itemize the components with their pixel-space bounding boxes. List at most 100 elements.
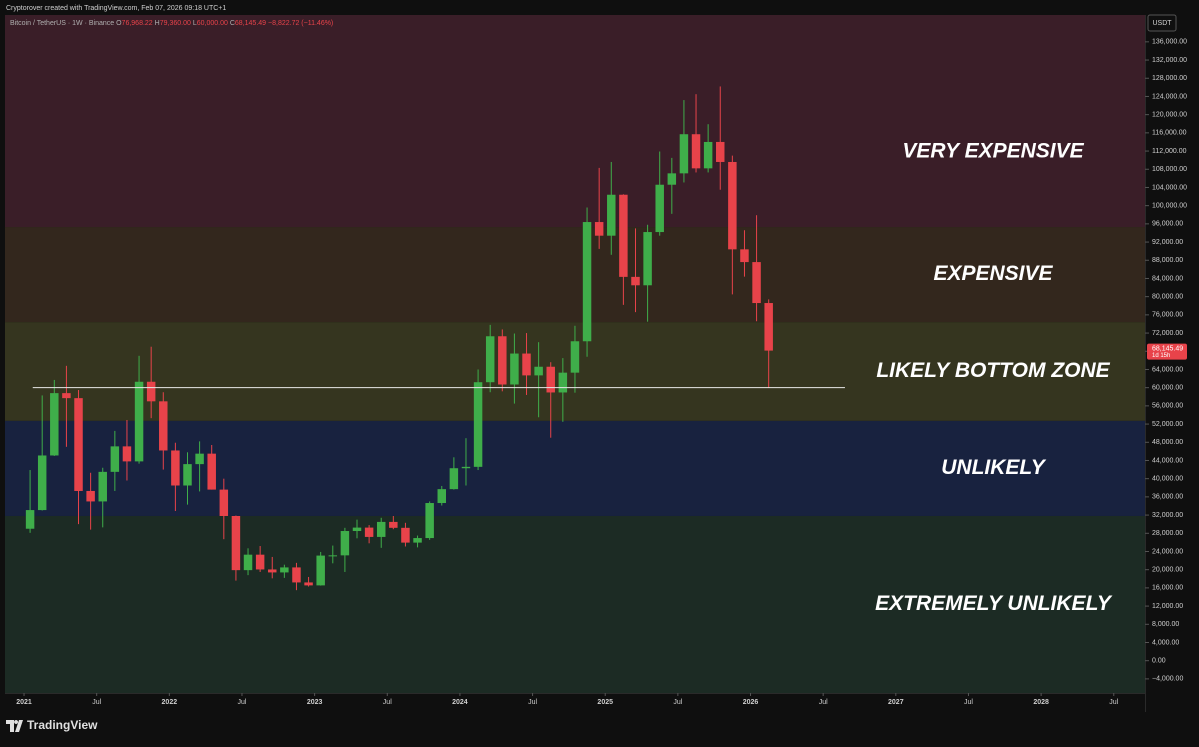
candle-body xyxy=(619,194,628,277)
x-tick-label: 2025 xyxy=(597,699,613,706)
y-tick-label: 16,000.00 xyxy=(1152,585,1183,592)
candle-body xyxy=(716,141,725,162)
candle-body xyxy=(86,490,95,502)
y-tick-label: 40,000.00 xyxy=(1152,476,1183,483)
candle-body xyxy=(631,276,640,286)
candle-body xyxy=(485,336,495,383)
y-tick-label: 72,000.00 xyxy=(1152,330,1183,337)
candle-body xyxy=(740,249,749,263)
y-tick-label: 84,000.00 xyxy=(1152,275,1183,282)
candle-body xyxy=(607,194,616,236)
zone-label: EXTREMELY UNLIKELY xyxy=(875,592,1113,615)
candle-body xyxy=(25,510,35,529)
candle-body xyxy=(304,582,313,586)
y-tick-label: 104,000.00 xyxy=(1152,184,1187,191)
y-tick-label: 52,000.00 xyxy=(1152,421,1183,428)
candle-body xyxy=(37,455,47,511)
x-tick-label: Jul xyxy=(964,699,973,706)
zone xyxy=(5,420,1145,516)
candle-body xyxy=(364,527,374,537)
candle-body xyxy=(134,381,144,462)
candle-body xyxy=(655,184,664,233)
candle-body xyxy=(764,303,773,351)
candle-body xyxy=(50,393,59,456)
logo-icon xyxy=(6,720,23,732)
candle-body xyxy=(558,372,568,393)
candle-body xyxy=(207,453,216,490)
x-tick-label: 2026 xyxy=(743,699,759,706)
candle-body xyxy=(280,567,289,573)
y-tick-label: 36,000.00 xyxy=(1152,494,1183,501)
candle-body xyxy=(255,554,265,570)
x-tick-label: 2027 xyxy=(888,699,904,706)
candle-body xyxy=(219,489,229,516)
candle-body xyxy=(728,161,737,250)
y-tick-label: 12,000.00 xyxy=(1152,603,1183,610)
candle-body xyxy=(316,555,325,586)
price-countdown: 1d 15h xyxy=(1152,353,1170,359)
h-value: 79,360.00 xyxy=(160,20,191,27)
candle-body xyxy=(268,569,277,573)
candle-body xyxy=(643,232,652,286)
candle-body xyxy=(546,366,555,393)
y-tick-label: 60,000.00 xyxy=(1152,385,1183,392)
candle-body xyxy=(340,531,350,556)
y-tick-label: 128,000.00 xyxy=(1152,75,1187,82)
candle-body xyxy=(667,173,677,185)
candle-body xyxy=(243,554,253,571)
y-tick-label: 132,000.00 xyxy=(1152,57,1187,64)
candle-body xyxy=(183,464,192,486)
y-tick-label: 56,000.00 xyxy=(1152,403,1183,410)
x-tick-label: 2023 xyxy=(307,699,323,706)
y-tick-label: 64,000.00 xyxy=(1152,366,1183,373)
logo-text: TradingView xyxy=(27,718,98,732)
candle-body xyxy=(159,401,168,451)
y-tick-label: 116,000.00 xyxy=(1152,130,1187,137)
candle-body xyxy=(510,353,519,385)
l-value: 60,000.00 xyxy=(197,20,228,27)
candle-body xyxy=(437,489,447,504)
candle-body xyxy=(461,466,471,469)
credit: Cryptorover created with TradingView.com… xyxy=(6,5,226,12)
candle-body xyxy=(146,381,156,402)
zone-label: EXPENSIVE xyxy=(933,262,1053,285)
candle-body xyxy=(62,393,71,399)
candle-body xyxy=(328,555,338,557)
change: −8,822.72 (−11.46%) xyxy=(268,20,333,27)
candle-body xyxy=(98,471,107,502)
y-tick-label: 8,000.00 xyxy=(1152,621,1179,628)
y-tick-label: 96,000.00 xyxy=(1152,221,1183,228)
candle-body xyxy=(594,222,604,236)
y-tick-label: 124,000.00 xyxy=(1152,93,1187,100)
price-tag xyxy=(1147,343,1187,360)
y-tick-label: −4,000.00 xyxy=(1152,676,1183,683)
o-label: O xyxy=(116,20,122,27)
candle-body xyxy=(570,341,580,373)
zone-label: LIKELY BOTTOM ZONE xyxy=(876,359,1110,382)
y-tick-label: 20,000.00 xyxy=(1152,567,1183,574)
zone xyxy=(5,515,1145,693)
currency-box xyxy=(1147,14,1177,32)
candle-body xyxy=(703,141,713,169)
y-tick-label: 108,000.00 xyxy=(1152,166,1187,173)
y-tick-label: 32,000.00 xyxy=(1152,512,1183,519)
candle-body xyxy=(582,222,592,342)
candle-body xyxy=(231,515,241,571)
candle-body xyxy=(195,453,204,465)
candle-body xyxy=(522,353,531,376)
y-tick-label: 88,000.00 xyxy=(1152,257,1183,264)
x-tick-label: Jul xyxy=(238,699,247,706)
zone-label: UNLIKELY xyxy=(941,456,1046,479)
c-label: C xyxy=(230,20,235,27)
x-tick-label: 2021 xyxy=(16,699,32,706)
candle-body xyxy=(122,446,132,462)
candle-body xyxy=(292,567,301,583)
candle-body xyxy=(752,262,761,304)
candle-body xyxy=(425,503,434,539)
y-tick-label: 24,000.00 xyxy=(1152,548,1183,555)
x-tick-label: Jul xyxy=(383,699,392,706)
candle-body xyxy=(401,527,410,543)
y-tick-label: 44,000.00 xyxy=(1152,457,1183,464)
candle-body xyxy=(376,521,386,537)
